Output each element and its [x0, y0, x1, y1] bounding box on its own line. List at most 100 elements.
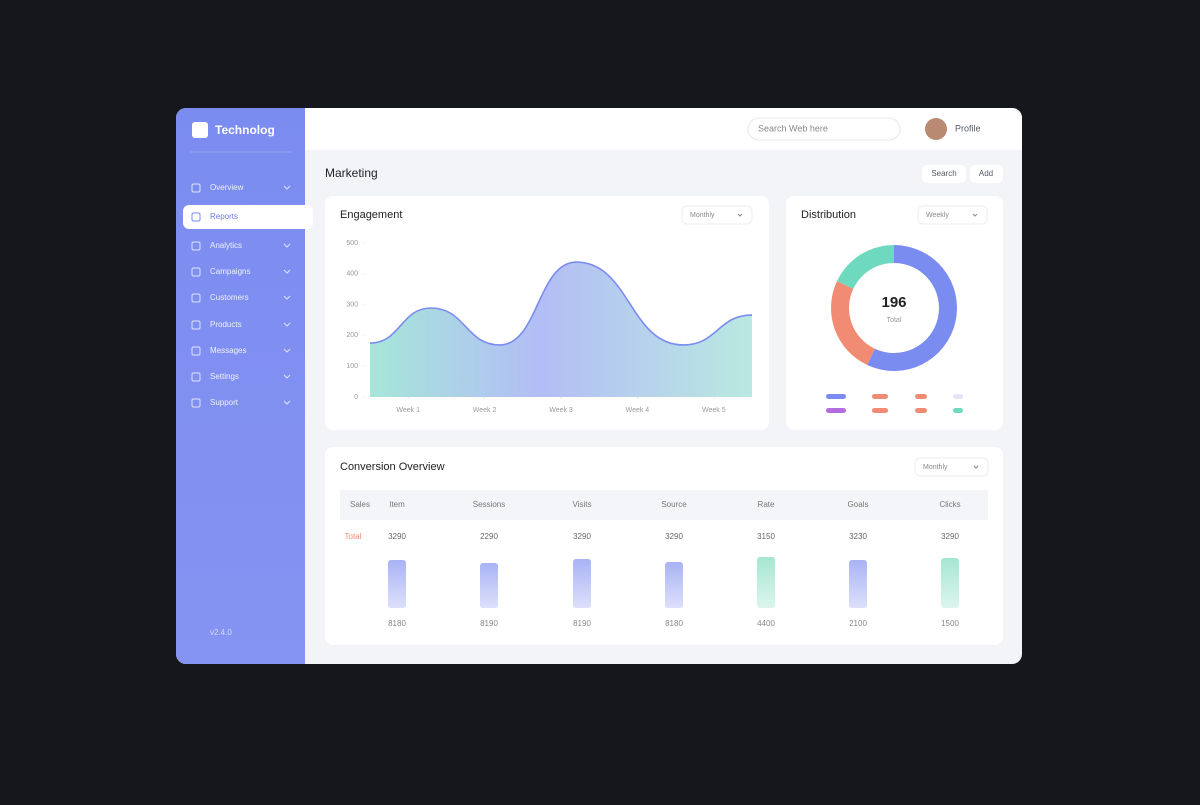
x-tick-label: Week 1 [396, 407, 420, 414]
dropdown-label: Weekly [926, 212, 949, 219]
dropdown[interactable] [914, 457, 989, 477]
cell-value: 3290 [941, 532, 959, 541]
y-tick-label: 0 [354, 394, 358, 401]
bar-fade [941, 558, 959, 608]
area [370, 262, 752, 397]
chevron [283, 374, 291, 379]
chevron [283, 322, 291, 327]
y-tick-label: 300 [346, 301, 358, 308]
bar-fade [573, 559, 591, 608]
chevron [283, 295, 291, 300]
column-header: Visits [573, 500, 592, 509]
cell-value: 8190 [573, 619, 591, 628]
sidebar [176, 108, 305, 664]
card-title: Engagement [340, 209, 402, 221]
chevron [972, 213, 978, 217]
menu-item[interactable]: Campaigns [210, 267, 250, 276]
legend-pill [915, 394, 927, 399]
column-header: Goals [848, 500, 869, 509]
menu-item[interactable]: Analytics [210, 241, 242, 250]
page-title: Marketing [325, 166, 378, 180]
menu-icon [191, 212, 201, 222]
column-header: Sales [350, 500, 370, 509]
donut-total: 196 [881, 294, 906, 311]
y-tick-label: 500 [346, 240, 358, 247]
chevron [283, 243, 291, 248]
x-tick-label: Week 4 [626, 407, 650, 414]
legend [826, 394, 963, 413]
chevron [283, 185, 291, 190]
line [369, 261, 753, 346]
search-box[interactable] [747, 117, 901, 141]
avatar[interactable] [925, 118, 947, 140]
cell-value: 8180 [388, 619, 406, 628]
button-label: Add [979, 169, 993, 178]
cell-value: 1500 [941, 619, 959, 628]
menu-item[interactable]: Support [210, 398, 239, 407]
button[interactable] [970, 165, 1003, 183]
y-tick-label: 200 [346, 332, 358, 339]
card-title: Distribution [801, 209, 856, 221]
cell-value: 2290 [480, 532, 498, 541]
menu-icon [191, 398, 201, 408]
column-header: Clicks [939, 500, 960, 509]
menu-item[interactable]: Customers [210, 293, 249, 302]
column-header: Source [661, 500, 687, 509]
menu-active[interactable] [183, 205, 313, 229]
brand: Technolog [215, 123, 275, 137]
row-label: Total [345, 532, 362, 541]
dropdown[interactable] [681, 205, 753, 225]
chevron [283, 269, 291, 274]
chevron [283, 400, 291, 405]
menu-icon [191, 346, 201, 356]
donut-segment [867, 245, 958, 371]
donut-segment [836, 245, 894, 289]
card [786, 196, 1003, 430]
menu-icon [191, 267, 201, 277]
bar-fade [849, 560, 867, 608]
column-header: Sessions [473, 500, 505, 509]
menu-item[interactable]: Overview [210, 183, 244, 192]
dropdown-label: Monthly [690, 212, 715, 219]
bar-fade [757, 557, 775, 608]
legend-pill [826, 408, 846, 413]
donut-label: Total [887, 317, 902, 324]
sidebar-footer: v2.4.0 [210, 628, 232, 637]
menu-item[interactable]: Settings [210, 372, 239, 381]
y-tick-label: 400 [346, 271, 358, 278]
cell-value: 3290 [665, 532, 683, 541]
legend-pill [826, 394, 846, 399]
bar-fade [665, 562, 683, 608]
x-tick-label: Week 3 [549, 407, 573, 414]
cell-value: 3150 [757, 532, 775, 541]
bar-fade [480, 563, 498, 608]
dropdown[interactable] [917, 205, 988, 225]
cell-value: 8180 [665, 619, 683, 628]
card [325, 447, 1003, 645]
button[interactable] [922, 165, 966, 183]
user-name: Profile [955, 123, 981, 133]
legend-pill [872, 408, 888, 413]
card-title: Conversion Overview [340, 461, 445, 473]
cell-value: 3290 [388, 532, 406, 541]
menu-item[interactable]: Products [210, 320, 242, 329]
menu-item[interactable]: Reports [210, 212, 238, 221]
cell-value: 3230 [849, 532, 867, 541]
dropdown-label: Monthly [923, 464, 948, 471]
cell-value: 2100 [849, 619, 867, 628]
search-placeholder: Search Web here [758, 123, 828, 133]
donut-segment [831, 281, 875, 366]
chevron [973, 465, 979, 469]
menu-item[interactable]: Messages [210, 346, 246, 355]
legend-pill [872, 394, 888, 399]
x-tick-label: Week 2 [473, 407, 497, 414]
bar-fade [388, 560, 406, 608]
menu-icon [191, 293, 201, 303]
legend-pill [953, 394, 963, 399]
cell-value: 8190 [480, 619, 498, 628]
menu-icon [191, 241, 201, 251]
column-header: Item [389, 500, 405, 509]
menu-icon [191, 320, 201, 330]
button-label: Search [931, 169, 956, 178]
